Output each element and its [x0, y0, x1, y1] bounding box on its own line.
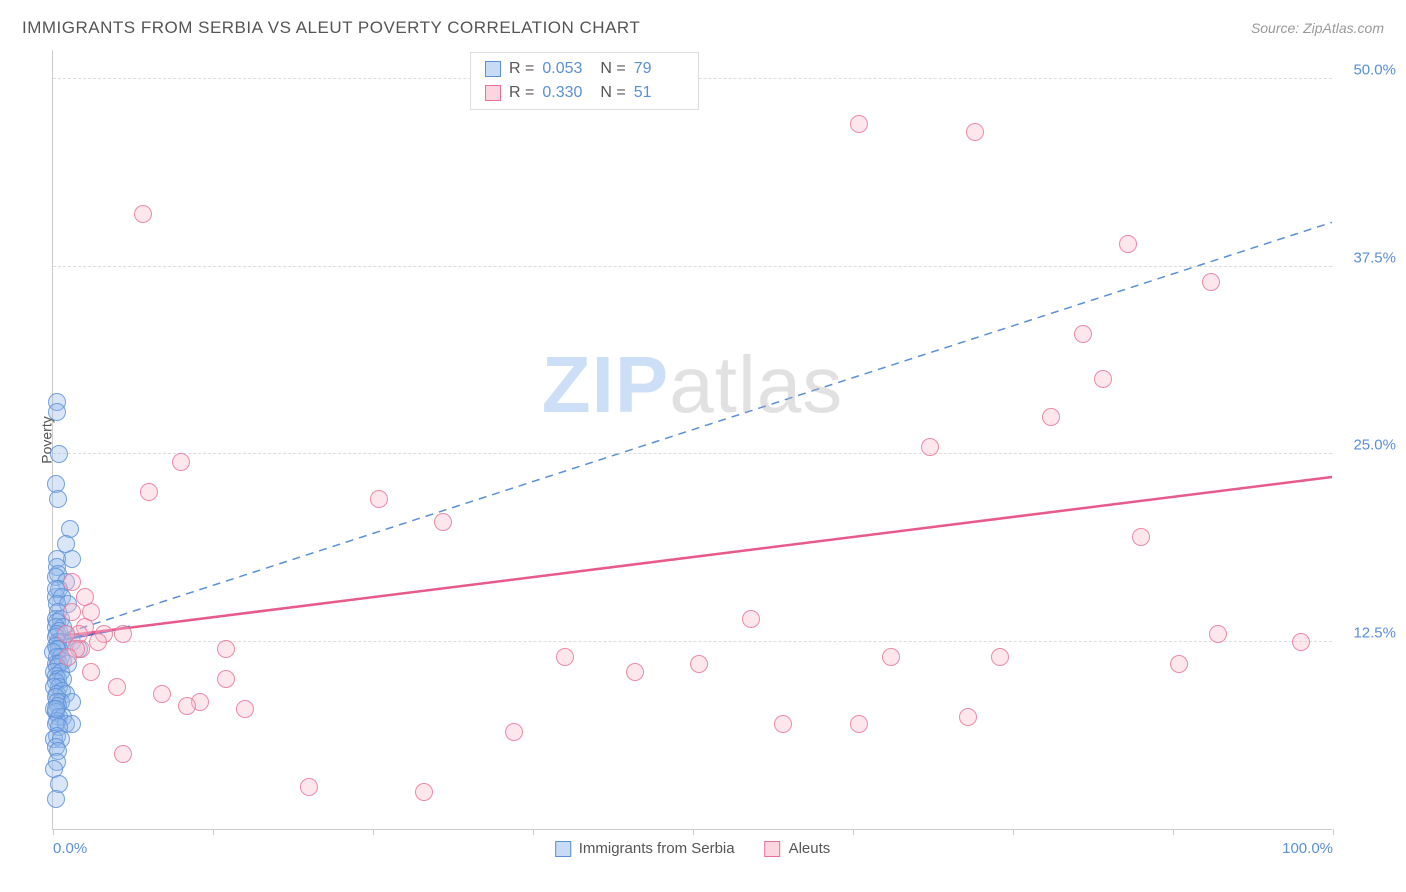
- gridline: [53, 641, 1332, 642]
- scatter-point: [1119, 235, 1137, 253]
- y-tick-label: 37.5%: [1353, 249, 1396, 266]
- scatter-point: [76, 588, 94, 606]
- y-tick-label: 25.0%: [1353, 437, 1396, 454]
- chart-title: IMMIGRANTS FROM SERBIA VS ALEUT POVERTY …: [22, 18, 640, 38]
- scatter-point: [556, 648, 574, 666]
- chart-container: IMMIGRANTS FROM SERBIA VS ALEUT POVERTY …: [0, 0, 1406, 892]
- legend-label: Aleuts: [789, 840, 831, 857]
- scatter-point: [1042, 408, 1060, 426]
- legend-item: Aleuts: [765, 840, 831, 857]
- y-tick-label: 12.5%: [1353, 624, 1396, 641]
- scatter-point: [774, 715, 792, 733]
- scatter-point: [114, 625, 132, 643]
- scatter-point: [850, 115, 868, 133]
- stat-n-label: N =: [600, 57, 625, 81]
- x-tick: [1333, 829, 1334, 835]
- watermark-zip: ZIP: [542, 340, 669, 429]
- scatter-point: [1202, 273, 1220, 291]
- scatter-point: [850, 715, 868, 733]
- x-tick-label: 0.0%: [53, 840, 87, 857]
- scatter-point: [1170, 655, 1188, 673]
- scatter-point: [690, 655, 708, 673]
- stat-n-value: 79: [634, 57, 684, 81]
- scatter-point: [108, 678, 126, 696]
- scatter-point: [370, 490, 388, 508]
- scatter-point: [434, 513, 452, 531]
- legend-swatch: [765, 841, 781, 857]
- legend-stat-row: R = 0.053 N = 79: [485, 57, 684, 81]
- scatter-point: [114, 745, 132, 763]
- scatter-point: [991, 648, 1009, 666]
- scatter-point: [505, 723, 523, 741]
- scatter-point: [153, 685, 171, 703]
- legend-swatch: [485, 85, 501, 101]
- scatter-point: [63, 603, 81, 621]
- scatter-point: [959, 708, 977, 726]
- watermark-atlas: atlas: [669, 340, 843, 429]
- stat-r-label: R =: [509, 81, 534, 105]
- scatter-point: [49, 490, 67, 508]
- x-tick: [213, 829, 214, 835]
- stat-r-value: 0.053: [542, 57, 592, 81]
- scatter-point: [48, 403, 66, 421]
- scatter-point: [82, 663, 100, 681]
- legend-item: Immigrants from Serbia: [555, 840, 735, 857]
- scatter-point: [217, 640, 235, 658]
- legend-bottom: Immigrants from Serbia Aleuts: [555, 840, 831, 857]
- gridline: [53, 266, 1332, 267]
- scatter-point: [626, 663, 644, 681]
- scatter-point: [89, 633, 107, 651]
- x-tick: [373, 829, 374, 835]
- scatter-point: [140, 483, 158, 501]
- source-label: Source: ZipAtlas.com: [1251, 20, 1384, 36]
- scatter-point: [134, 205, 152, 223]
- scatter-point: [1292, 633, 1310, 651]
- scatter-point: [178, 697, 196, 715]
- stat-r-value: 0.330: [542, 81, 592, 105]
- scatter-point: [47, 790, 65, 808]
- x-tick-label: 100.0%: [1282, 840, 1333, 857]
- legend-stats: R = 0.053 N = 79 R = 0.330 N = 51: [470, 52, 699, 110]
- scatter-point: [63, 573, 81, 591]
- x-tick: [853, 829, 854, 835]
- scatter-point: [1132, 528, 1150, 546]
- legend-swatch: [485, 61, 501, 77]
- scatter-point: [966, 123, 984, 141]
- scatter-point: [1094, 370, 1112, 388]
- scatter-point: [172, 453, 190, 471]
- legend-label: Immigrants from Serbia: [579, 840, 735, 857]
- scatter-point: [57, 625, 75, 643]
- x-tick: [1173, 829, 1174, 835]
- x-tick: [53, 829, 54, 835]
- scatter-point: [921, 438, 939, 456]
- gridline: [53, 453, 1332, 454]
- watermark: ZIPatlas: [542, 339, 843, 431]
- y-tick-label: 50.0%: [1353, 62, 1396, 79]
- x-tick: [533, 829, 534, 835]
- scatter-point: [50, 445, 68, 463]
- scatter-point: [236, 700, 254, 718]
- scatter-point: [1074, 325, 1092, 343]
- stat-n-label: N =: [600, 81, 625, 105]
- stat-r-label: R =: [509, 57, 534, 81]
- scatter-point: [217, 670, 235, 688]
- x-tick: [693, 829, 694, 835]
- scatter-point: [47, 700, 65, 718]
- scatter-point: [882, 648, 900, 666]
- scatter-point: [63, 550, 81, 568]
- scatter-point: [300, 778, 318, 796]
- stat-n-value: 51: [634, 81, 684, 105]
- scatter-point: [415, 783, 433, 801]
- x-tick: [1013, 829, 1014, 835]
- legend-stat-row: R = 0.330 N = 51: [485, 81, 684, 105]
- plot-area: ZIPatlas Poverty Immigrants from Serbia …: [52, 50, 1332, 830]
- legend-swatch: [555, 841, 571, 857]
- scatter-point: [742, 610, 760, 628]
- scatter-point: [59, 648, 77, 666]
- scatter-point: [1209, 625, 1227, 643]
